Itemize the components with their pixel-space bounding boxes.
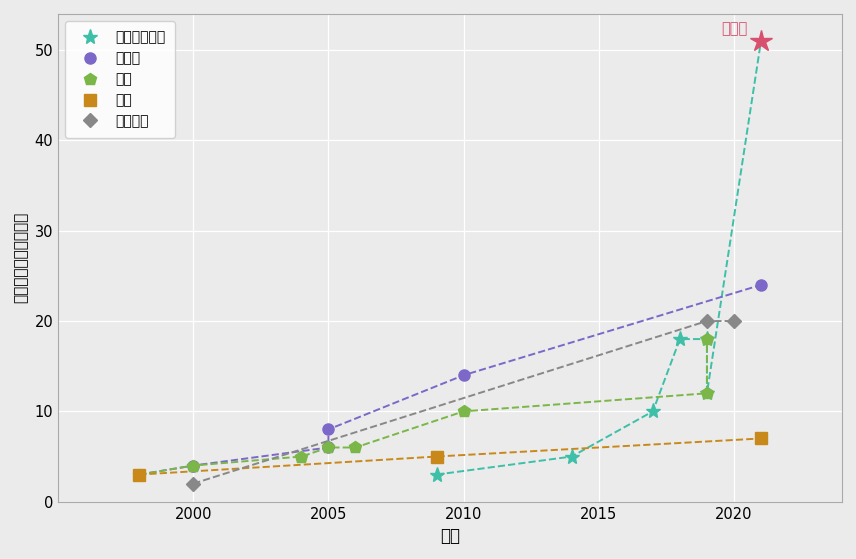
光子 xyxy=(324,444,334,451)
超导量子比特 xyxy=(567,453,577,460)
超导量子比特 xyxy=(431,471,442,478)
Y-axis label: 真纠缠比特数目（个）: 真纠缠比特数目（个） xyxy=(14,212,29,304)
光子 xyxy=(702,390,712,397)
光子 xyxy=(134,471,145,478)
Legend: 超导量子比特, 离子阱, 光子, 自旋, 中性原子: 超导量子比特, 离子阱, 光子, 自旋, 中性原子 xyxy=(65,21,175,138)
光子 xyxy=(459,408,469,415)
Line: 光子: 光子 xyxy=(133,333,713,481)
超导量子比特 xyxy=(702,336,712,343)
中性原子 xyxy=(702,318,712,324)
中性原子 xyxy=(728,318,739,324)
Line: 自旋: 自旋 xyxy=(134,433,767,480)
离子阱 xyxy=(324,426,334,433)
X-axis label: 年份: 年份 xyxy=(440,527,460,545)
离子阱 xyxy=(188,462,199,469)
离子阱 xyxy=(459,372,469,378)
自旋 xyxy=(134,471,145,478)
离子阱 xyxy=(756,282,766,288)
光子 xyxy=(702,336,712,343)
Line: 离子阱: 离子阱 xyxy=(134,280,767,480)
超导量子比特 xyxy=(702,390,712,397)
离子阱 xyxy=(324,444,334,451)
自旋 xyxy=(756,435,766,442)
光子 xyxy=(296,453,306,460)
中性原子 xyxy=(188,480,199,487)
Line: 中性原子: 中性原子 xyxy=(188,316,739,489)
Text: 本工作: 本工作 xyxy=(722,21,747,36)
超导量子比特 xyxy=(648,408,658,415)
光子 xyxy=(188,462,199,469)
自旋 xyxy=(431,453,442,460)
光子 xyxy=(350,444,360,451)
超导量子比特 xyxy=(675,336,685,343)
Line: 超导量子比特: 超导量子比特 xyxy=(429,331,715,482)
离子阱 xyxy=(134,471,145,478)
